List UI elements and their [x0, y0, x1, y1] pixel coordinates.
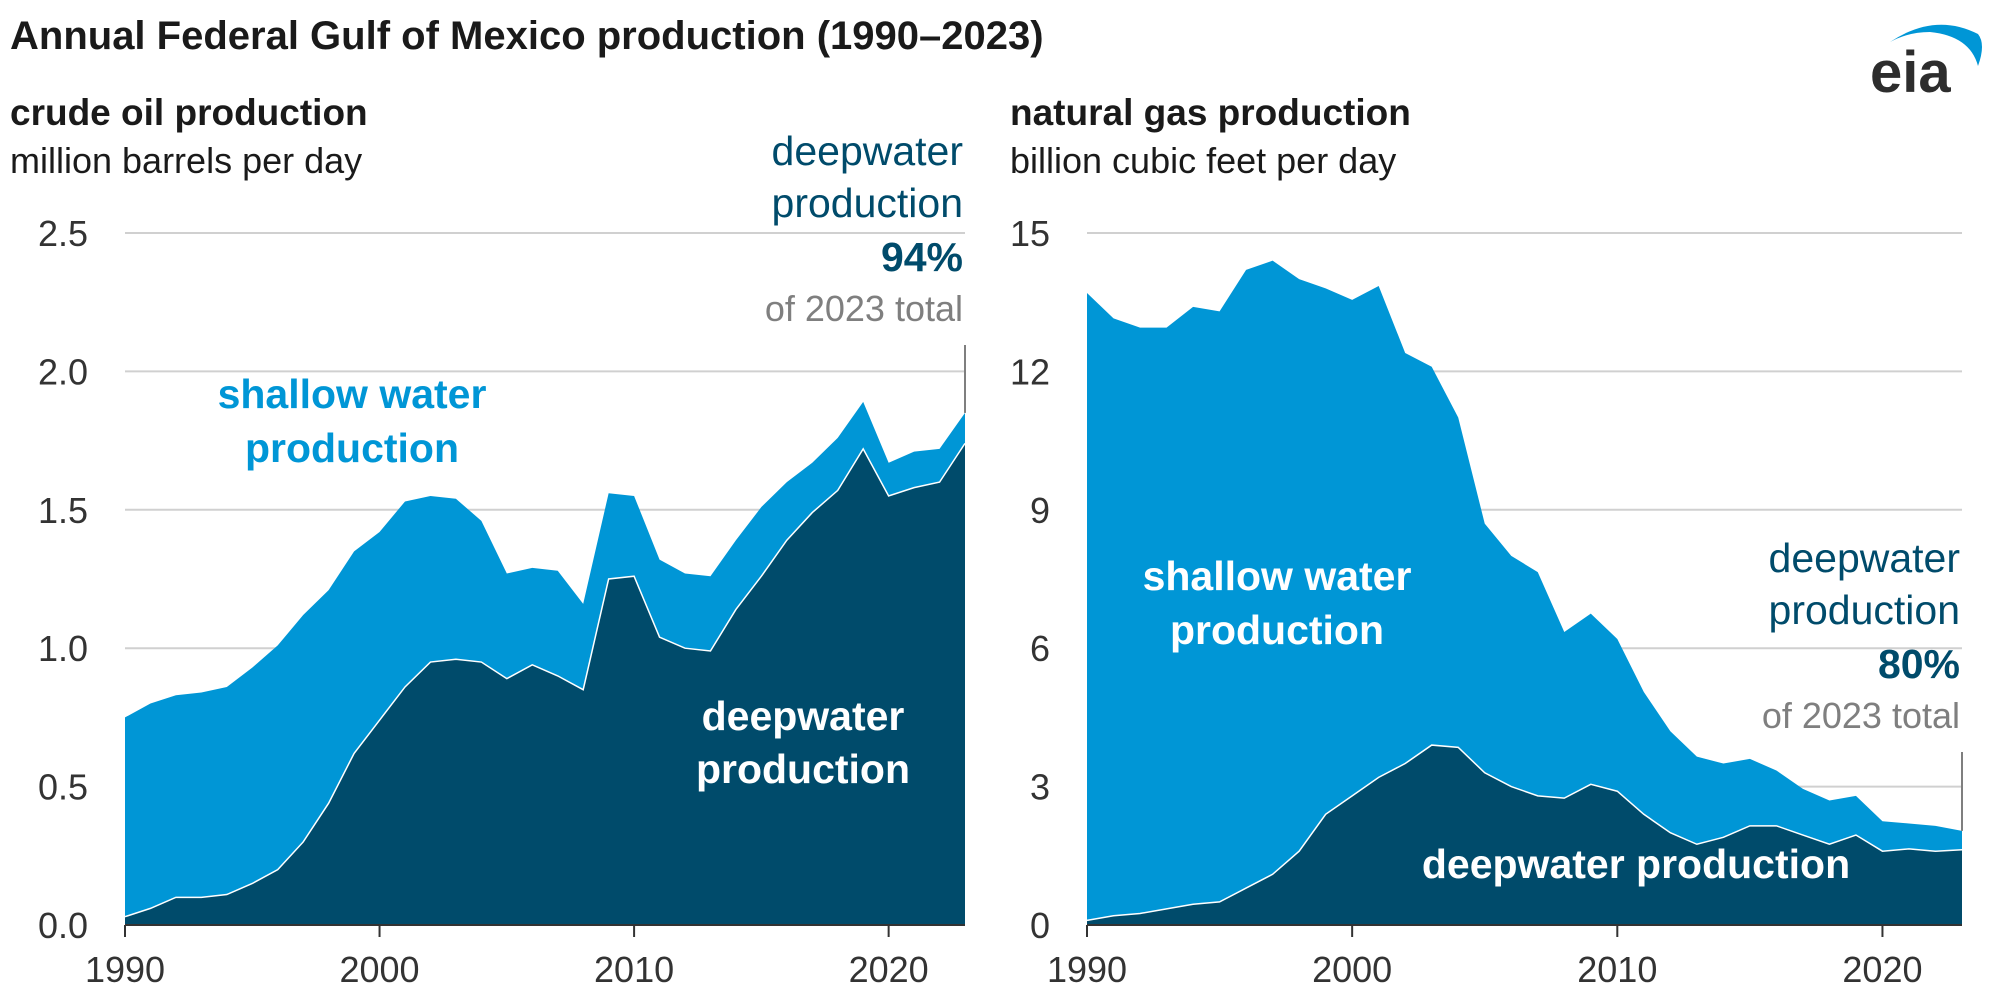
oil-chart-unit: million barrels per day — [10, 140, 363, 181]
gas-shallow-water-label: shallow water — [1143, 553, 1412, 599]
oil-deepwater-area — [125, 443, 965, 925]
gas-chart-title: natural gas production — [1010, 92, 1411, 133]
oil-deepwater-label: deepwater — [702, 693, 905, 739]
gas-y-tick-label: 12 — [1010, 351, 1050, 392]
gas-deepwater-area — [1087, 745, 1962, 925]
logo-text: eia — [1870, 40, 1951, 104]
oil-y-tick-label: 0.5 — [38, 767, 88, 808]
gas-note-caption: of 2023 total — [1762, 695, 1960, 736]
gas-y-tick-label: 9 — [1030, 490, 1050, 531]
oil-deepwater-boundary — [124, 442, 966, 918]
gas-x-tick-label: 1990 — [1047, 949, 1127, 990]
gas-y-tick-label: 15 — [1010, 213, 1050, 254]
gas-y-tick-label: 3 — [1030, 767, 1050, 808]
gas-note-heading: deepwater — [1769, 535, 1960, 581]
oil-y-tick-label: 2.5 — [38, 213, 88, 254]
gas-note-heading: production — [1769, 587, 1960, 633]
gas-deepwater-label: deepwater production — [1422, 841, 1850, 887]
oil-note-percent: 94% — [881, 234, 963, 280]
oil-shallow-water-label: production — [245, 425, 459, 471]
oil-deepwater-label: production — [696, 746, 910, 792]
oil-y-tick-label: 1.0 — [38, 628, 88, 669]
gas-y-tick-label: 0 — [1030, 905, 1050, 946]
oil-y-tick-label: 0.0 — [38, 905, 88, 946]
gas-chart-unit: billion cubic feet per day — [1010, 140, 1397, 181]
oil-y-tick-label: 2.0 — [38, 351, 88, 392]
gas-x-tick-label: 2000 — [1312, 949, 1392, 990]
oil-shallow-water-label: shallow water — [218, 371, 487, 417]
oil-y-tick-label: 1.5 — [38, 490, 88, 531]
gas-x-tick-label: 2020 — [1842, 949, 1922, 990]
oil-x-tick-label: 2000 — [339, 949, 419, 990]
oil-note-caption: of 2023 total — [765, 288, 963, 329]
gas-x-tick-label: 2010 — [1577, 949, 1657, 990]
eia-logo: eia — [1870, 24, 1982, 104]
page-title: Annual Federal Gulf of Mexico production… — [10, 14, 1044, 58]
gas-note-percent: 80% — [1878, 641, 1960, 687]
gas-deepwater-boundary — [1086, 744, 1963, 922]
oil-chart-title: crude oil production — [10, 92, 368, 133]
oil-note-heading: production — [772, 180, 963, 226]
gas-y-tick-label: 6 — [1030, 628, 1050, 669]
oil-x-tick-label: 1990 — [85, 949, 165, 990]
oil-x-tick-label: 2010 — [594, 949, 674, 990]
oil-note-heading: deepwater — [772, 128, 963, 174]
logo-swoosh — [1890, 24, 1982, 67]
oil-x-tick-label: 2020 — [849, 949, 929, 990]
gas-shallow-water-area — [1087, 260, 1962, 925]
gas-shallow-water-label: production — [1170, 607, 1384, 653]
